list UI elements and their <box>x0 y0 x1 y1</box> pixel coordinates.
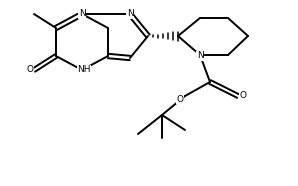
Text: NH: NH <box>77 65 91 75</box>
Text: O: O <box>27 65 33 75</box>
Text: N: N <box>79 9 85 18</box>
Text: O: O <box>240 92 246 100</box>
Text: O: O <box>176 94 184 103</box>
Text: N: N <box>127 9 134 18</box>
Text: N: N <box>197 52 203 60</box>
